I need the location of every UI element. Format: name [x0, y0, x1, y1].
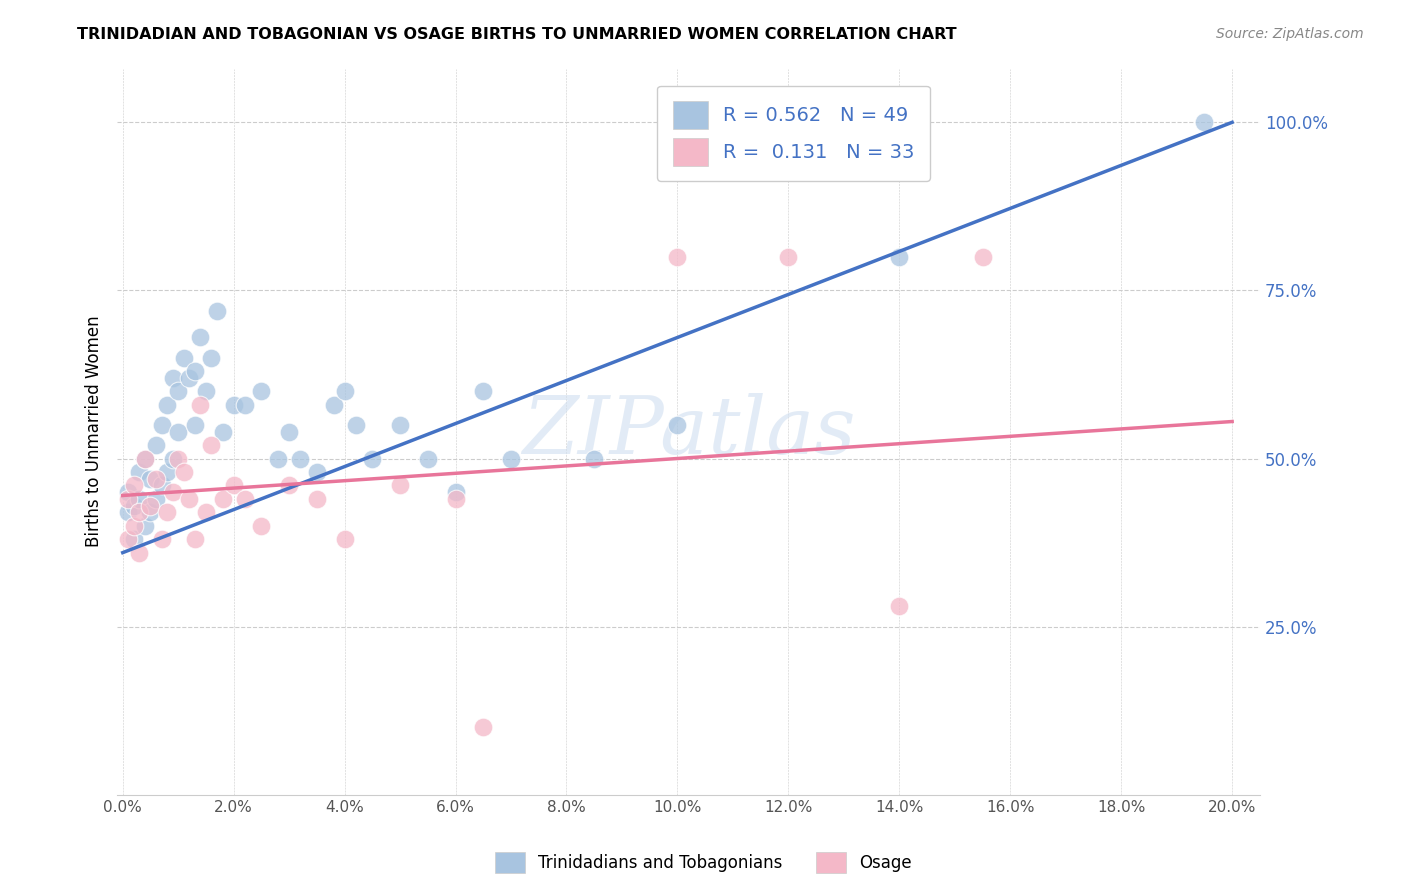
Point — [150, 417, 173, 432]
Point — [194, 384, 217, 399]
Point — [150, 478, 173, 492]
Point — [233, 398, 256, 412]
Point — [267, 451, 290, 466]
Point — [666, 250, 689, 264]
Point — [156, 398, 179, 412]
Point — [128, 546, 150, 560]
Point — [389, 478, 412, 492]
Point — [162, 371, 184, 385]
Point — [233, 491, 256, 506]
Point — [184, 417, 207, 432]
Point — [134, 451, 156, 466]
Point — [145, 491, 167, 506]
Point — [250, 384, 273, 399]
Point — [290, 451, 312, 466]
Point — [333, 532, 356, 546]
Point — [889, 250, 911, 264]
Point — [305, 465, 328, 479]
Point — [194, 505, 217, 519]
Point — [179, 491, 201, 506]
Point — [305, 491, 328, 506]
Point — [162, 485, 184, 500]
Point — [173, 351, 195, 365]
Point — [889, 599, 911, 614]
Point — [200, 438, 222, 452]
Point — [444, 485, 467, 500]
Point — [134, 518, 156, 533]
Point — [200, 351, 222, 365]
Point — [139, 472, 162, 486]
Legend: R = 0.562   N = 49, R =  0.131   N = 33: R = 0.562 N = 49, R = 0.131 N = 33 — [657, 86, 931, 181]
Point — [122, 532, 145, 546]
Point — [972, 250, 994, 264]
Point — [156, 465, 179, 479]
Point — [167, 384, 190, 399]
Legend: Trinidadians and Tobagonians, Osage: Trinidadians and Tobagonians, Osage — [488, 846, 918, 880]
Point — [190, 398, 212, 412]
Point — [117, 505, 139, 519]
Point — [222, 398, 245, 412]
Text: Source: ZipAtlas.com: Source: ZipAtlas.com — [1216, 27, 1364, 41]
Point — [179, 371, 201, 385]
Point — [145, 438, 167, 452]
Point — [139, 505, 162, 519]
Point — [145, 472, 167, 486]
Point — [128, 491, 150, 506]
Point — [122, 478, 145, 492]
Point — [184, 364, 207, 378]
Point — [583, 451, 606, 466]
Point — [278, 478, 301, 492]
Point — [134, 451, 156, 466]
Point — [150, 532, 173, 546]
Point — [167, 451, 190, 466]
Point — [156, 505, 179, 519]
Point — [344, 417, 367, 432]
Point — [162, 451, 184, 466]
Point — [444, 491, 467, 506]
Point — [211, 491, 233, 506]
Y-axis label: Births to Unmarried Women: Births to Unmarried Women — [86, 316, 103, 548]
Point — [389, 417, 412, 432]
Point — [278, 425, 301, 439]
Point — [333, 384, 356, 399]
Point — [184, 532, 207, 546]
Point — [139, 499, 162, 513]
Point — [1194, 115, 1216, 129]
Point — [128, 465, 150, 479]
Point — [117, 491, 139, 506]
Text: ZIPatlas: ZIPatlas — [522, 392, 855, 470]
Point — [222, 478, 245, 492]
Point — [128, 505, 150, 519]
Point — [190, 330, 212, 344]
Point — [122, 518, 145, 533]
Point — [167, 425, 190, 439]
Point — [205, 303, 228, 318]
Point — [472, 721, 495, 735]
Point — [361, 451, 384, 466]
Point — [416, 451, 439, 466]
Point — [666, 417, 689, 432]
Text: TRINIDADIAN AND TOBAGONIAN VS OSAGE BIRTHS TO UNMARRIED WOMEN CORRELATION CHART: TRINIDADIAN AND TOBAGONIAN VS OSAGE BIRT… — [77, 27, 957, 42]
Point — [472, 384, 495, 399]
Point — [117, 532, 139, 546]
Point — [778, 250, 800, 264]
Point — [499, 451, 522, 466]
Point — [117, 485, 139, 500]
Point — [322, 398, 344, 412]
Point — [250, 518, 273, 533]
Point — [211, 425, 233, 439]
Point — [173, 465, 195, 479]
Point — [122, 499, 145, 513]
